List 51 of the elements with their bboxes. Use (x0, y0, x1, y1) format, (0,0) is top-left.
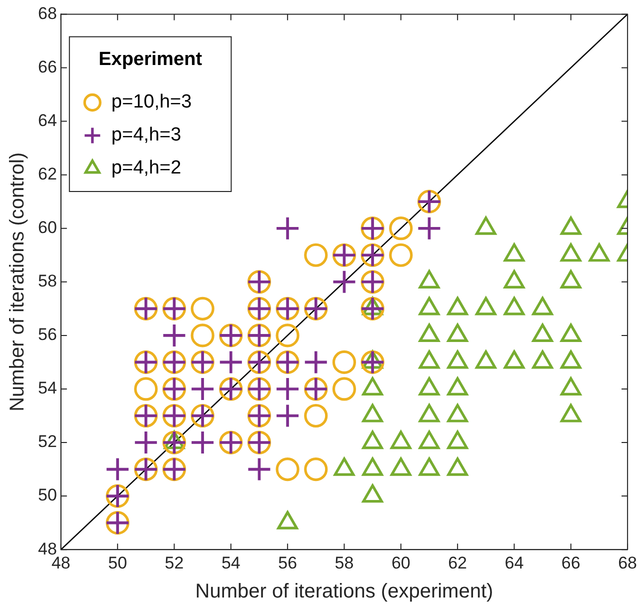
point (106, 458, 129, 480)
x-tick-label: 60 (391, 553, 410, 572)
point (304, 404, 328, 428)
point (248, 458, 270, 480)
x-tick-label: 64 (504, 553, 524, 572)
point (304, 351, 327, 374)
point (192, 432, 214, 454)
y-tick-label: 62 (38, 164, 57, 184)
point (276, 457, 300, 482)
x-tick-label: 58 (334, 553, 354, 572)
y-tick-label: 58 (38, 272, 57, 291)
x-axis-title: Number of iterations (experiment) (195, 580, 494, 603)
x-tick-label: 68 (618, 553, 638, 572)
y-tick-label: 56 (38, 325, 57, 344)
point (389, 216, 413, 240)
y-tick-label: 54 (38, 378, 57, 398)
point (304, 457, 328, 482)
legend-label: p=4,h=2 (111, 158, 182, 179)
point (389, 243, 413, 267)
y-tick-label: 52 (38, 432, 57, 452)
legend-label: p=10,h=3 (111, 92, 192, 113)
y-tick-label: 50 (38, 486, 57, 505)
y-tick-label: 66 (38, 57, 57, 76)
point (134, 377, 158, 401)
x-tick-label: 56 (278, 553, 298, 572)
point (220, 351, 242, 374)
x-tick-label: 66 (561, 553, 580, 572)
y-axis-title: Number of iterations (control) (6, 152, 29, 412)
point (418, 217, 440, 240)
point (276, 404, 299, 427)
x-tick-label: 54 (221, 553, 240, 572)
x-tick-label: 50 (108, 553, 128, 572)
point (332, 377, 356, 401)
point (190, 296, 214, 320)
point (304, 243, 328, 267)
point (276, 217, 299, 240)
y-tick-label: 60 (38, 218, 57, 238)
point (276, 378, 299, 400)
y-tick-label: 64 (38, 110, 57, 130)
legend-title: Experiment (98, 48, 203, 70)
x-tick-label: 52 (164, 553, 184, 572)
x-tick-label: 62 (448, 553, 468, 572)
point (192, 378, 214, 400)
y-tick-label: 68 (38, 4, 57, 23)
point (163, 324, 186, 346)
point (332, 350, 356, 374)
point (276, 324, 300, 348)
point (134, 432, 157, 454)
legend-label: p=4,h=3 (111, 124, 182, 146)
point (190, 324, 214, 348)
point (333, 270, 356, 293)
